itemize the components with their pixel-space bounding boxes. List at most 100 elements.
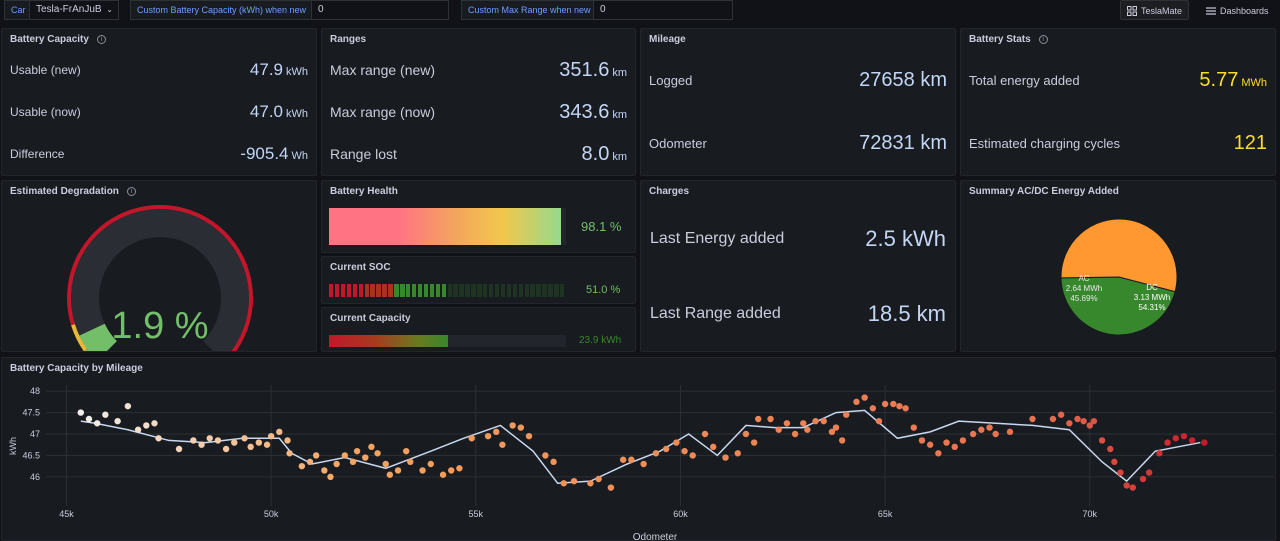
battery-health-bar-fill <box>329 208 562 245</box>
stat-label: Odometer <box>649 135 707 151</box>
scatter-point <box>881 400 889 408</box>
stat-row-range-lost: Range lost 8.0 km <box>330 139 627 169</box>
scatter-point <box>800 420 807 427</box>
scatter-point <box>767 415 774 423</box>
battery-health-value: 98.1 % <box>581 219 622 234</box>
y-tick-label: 47.5 <box>22 408 40 418</box>
scatter-point <box>812 417 819 425</box>
x-tick-label: 60k <box>673 509 688 519</box>
soc-segment <box>453 284 458 297</box>
soc-segment <box>429 284 435 297</box>
info-icon[interactable]: i <box>1038 35 1048 44</box>
scatter-point <box>959 437 967 444</box>
scatter-point <box>276 428 283 436</box>
pie-slice-dc[interactable] <box>1060 218 1178 293</box>
scatter-point <box>102 411 109 418</box>
scatter-point <box>935 450 942 457</box>
stat-row-difference: Difference -905.4 Wh <box>10 139 308 169</box>
soc-segment <box>400 284 405 297</box>
panel-title: Battery Stats i <box>969 34 1048 45</box>
soc-segment <box>536 284 541 297</box>
x-tick-label: 50k <box>264 509 279 519</box>
car-select[interactable]: Tesla-FrAnJuB ⌄ <box>29 0 119 20</box>
stat-value: 351.6 km <box>559 59 627 82</box>
scatter-point <box>1123 482 1130 489</box>
scatter-point <box>742 430 750 438</box>
scatter-point <box>1117 469 1124 476</box>
scatter-point <box>312 452 320 459</box>
scatter-point <box>652 450 660 457</box>
scatter-point <box>190 437 197 444</box>
scatter-point <box>439 471 447 478</box>
teslamate-link-label: TeslaMate <box>1141 6 1183 16</box>
scatter-point <box>263 441 271 448</box>
custom-capacity-input[interactable]: 0 <box>311 0 449 20</box>
custom-range-input[interactable]: 0 <box>593 0 733 20</box>
scatter-point <box>1074 415 1081 423</box>
scatter-point <box>619 456 627 463</box>
chevron-down-icon: ⌄ <box>106 5 113 14</box>
scatter-point <box>550 458 557 466</box>
panel-title: Estimated Degradation i <box>10 186 136 197</box>
scatter-point <box>710 443 717 451</box>
scatter-point <box>783 420 791 427</box>
stat-label: Usable (new) <box>10 63 81 77</box>
custom-range-label: Custom Max Range when new <box>461 0 598 20</box>
car-select-value: Tesla-FrAnJuB <box>36 4 102 15</box>
x-tick-label: 70k <box>1083 509 1098 519</box>
dashboards-link-button[interactable]: Dashboards <box>1199 0 1276 20</box>
scatter-point <box>175 445 183 453</box>
stat-row-max-range-new: Max range (new) 351.6 km <box>330 55 627 85</box>
stat-label: Total energy added <box>969 72 1080 88</box>
stat-unit: Wh <box>291 150 309 162</box>
scatter-point <box>1180 432 1188 440</box>
stat-label: Last Energy added <box>650 230 785 247</box>
scatter-point <box>306 458 314 466</box>
soc-segment <box>554 284 559 297</box>
scatter-point <box>1139 475 1147 483</box>
teslamate-link-button[interactable]: TeslaMate <box>1120 0 1190 20</box>
x-tick-label: 55k <box>469 509 484 519</box>
scatter-point <box>93 420 101 427</box>
scatter-point <box>902 405 909 412</box>
battery-health-panel: Battery Health 98.1 % <box>321 180 636 253</box>
scatter-point <box>607 484 615 491</box>
stat-value: 343.6 km <box>559 101 627 124</box>
scatter-point <box>267 432 275 440</box>
stat-label: Estimated charging cycles <box>969 135 1121 151</box>
soc-segment <box>394 284 399 297</box>
soc-segment <box>346 284 352 297</box>
stat-value: 47.9 kWh <box>250 60 308 80</box>
scatter-point <box>499 441 506 448</box>
scatter-point <box>1086 422 1094 429</box>
stat-row-last-energy: Last Energy added 2.5 kWh <box>650 224 946 254</box>
scatter-point <box>734 450 741 457</box>
soc-segment <box>376 284 381 297</box>
scatter-point <box>843 411 850 418</box>
scatter-point <box>689 452 696 459</box>
scatter-point <box>673 439 680 446</box>
scatter-point <box>918 437 926 444</box>
pie-slice-ac[interactable] <box>1060 276 1176 336</box>
stat-unit: kWh <box>286 108 308 120</box>
scatter-point <box>214 437 222 444</box>
stat-row-odometer: Odometer 72831 km <box>649 128 947 158</box>
stat-unit: km <box>612 108 627 121</box>
scatter-point <box>231 439 238 446</box>
stat-label: Difference <box>10 147 65 161</box>
scatter-point <box>341 452 349 459</box>
info-icon[interactable]: i <box>96 35 106 44</box>
scatter-point <box>394 467 402 474</box>
scatter-point <box>869 405 877 412</box>
scatter-point <box>1164 439 1171 446</box>
info-icon[interactable]: i <box>126 187 136 196</box>
scatter-point <box>791 430 799 438</box>
panel-title: Battery Capacity by Mileage <box>10 363 143 374</box>
current-soc-value: 51.0 % <box>586 284 621 296</box>
scatter-point <box>427 460 434 468</box>
scatter-point <box>403 447 410 455</box>
scatter-point <box>333 460 340 468</box>
scatter-point <box>1111 458 1118 466</box>
scatter-point <box>804 426 811 433</box>
current-soc-bar <box>329 284 566 297</box>
